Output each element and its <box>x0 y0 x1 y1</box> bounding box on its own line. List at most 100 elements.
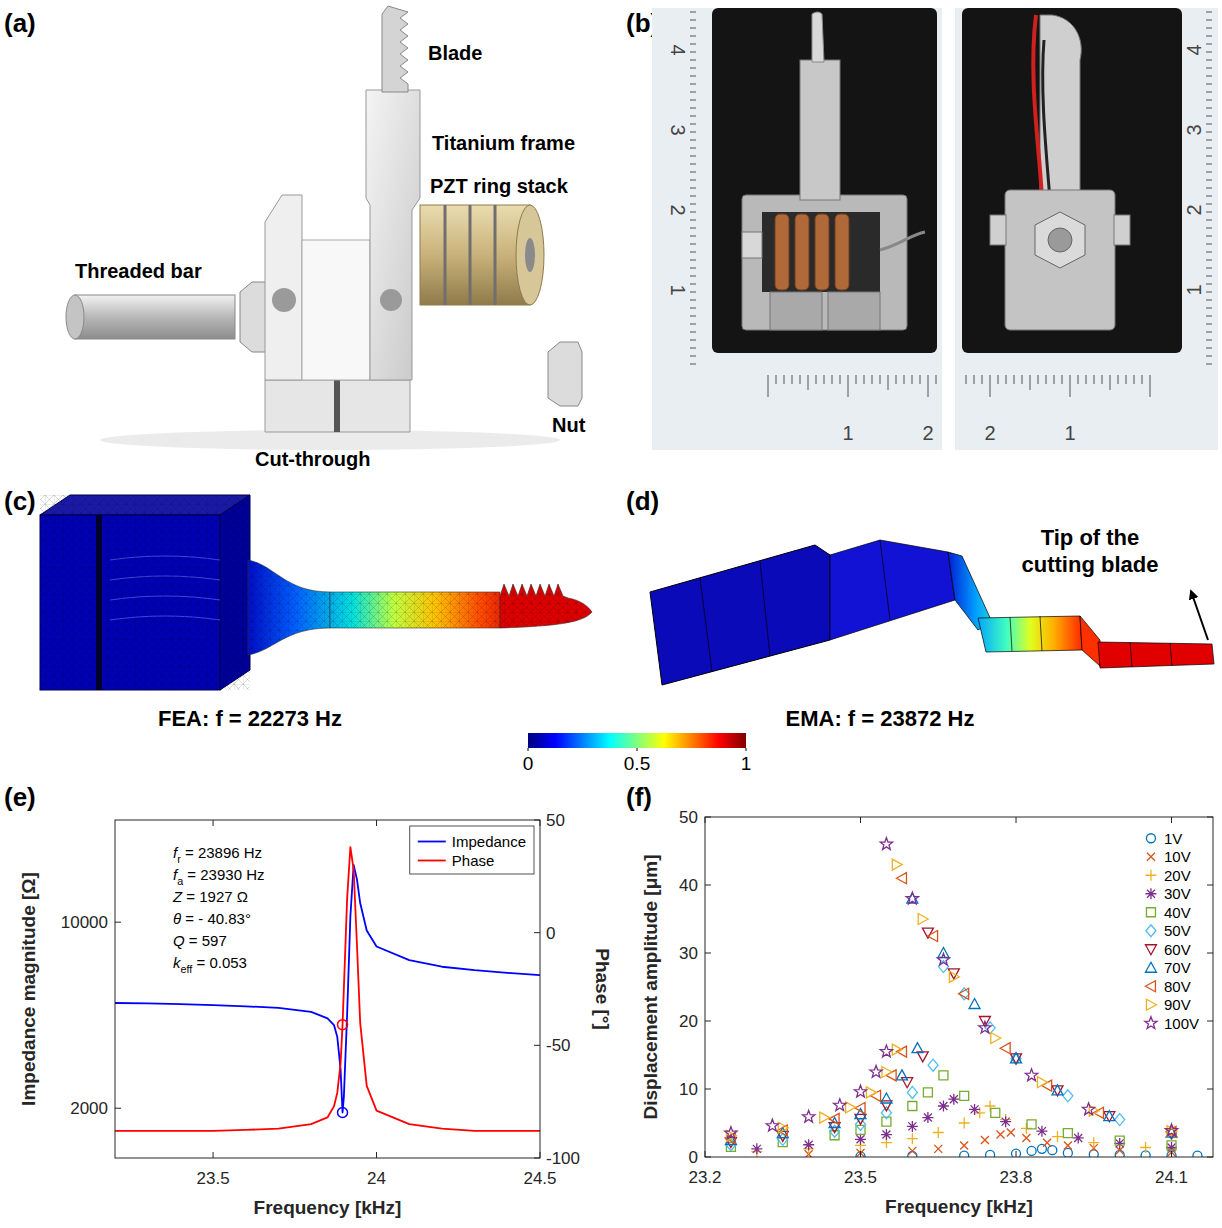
ruler-tick <box>1206 36 1212 37</box>
ruler-tick <box>690 164 696 165</box>
data-point <box>1165 1124 1177 1136</box>
ruler-tick <box>1006 375 1007 384</box>
data-point <box>1052 1086 1063 1096</box>
ruler-tick <box>690 52 696 53</box>
ruler-tick <box>1206 84 1212 85</box>
ruler-tick <box>1206 196 1212 197</box>
x-tick <box>540 1152 541 1158</box>
annotation-text: = - 40.83° <box>181 910 251 927</box>
ruler-tick <box>690 68 696 69</box>
x-tick <box>1171 817 1172 823</box>
panel-letter: (f) <box>626 782 652 812</box>
y-axis-title: Impedance magnitude [Ω] <box>18 872 39 1106</box>
ruler-tick <box>690 308 696 309</box>
data-point <box>1073 1132 1084 1143</box>
part-label: Threaded bar <box>75 260 202 282</box>
y2-tick <box>534 932 540 933</box>
data-point <box>960 1141 968 1149</box>
data-point <box>928 931 938 942</box>
annotation-symbol: θ <box>173 910 181 927</box>
data-point <box>803 1139 814 1150</box>
part-label: Cut-through <box>255 448 371 470</box>
x-tick <box>376 820 377 826</box>
ruler-number: 2 <box>667 204 689 215</box>
annotation: θ = - 40.83° <box>173 910 251 927</box>
ema-wire <box>1170 643 1172 666</box>
legend-swatch <box>1145 962 1156 972</box>
plot-area <box>705 817 1213 1157</box>
data-point <box>1027 1146 1036 1155</box>
ruler-tick <box>1206 324 1212 325</box>
x-tick-label: 24.1 <box>1155 1168 1188 1187</box>
data-point <box>855 1103 865 1114</box>
x-tick <box>1016 1151 1017 1157</box>
ruler-tick <box>690 268 696 269</box>
ruler-tick <box>690 356 696 357</box>
page: {"panel_labels": ["(a)", "(b)", "(c)", "… <box>0 0 1222 1228</box>
ema-block-top <box>830 540 955 640</box>
x-tick-label: 23.8 <box>999 1168 1032 1187</box>
part-label: Titanium frame <box>432 132 575 154</box>
data-point <box>908 1102 917 1111</box>
ruler-tick <box>690 324 696 325</box>
data-point <box>881 1107 891 1119</box>
legend-label: 90V <box>1164 996 1191 1013</box>
ruler-tick <box>690 156 696 157</box>
ruler-tick <box>690 188 696 189</box>
device-tab <box>1114 215 1130 245</box>
data-point <box>1167 1141 1176 1150</box>
ruler-tick <box>998 375 999 384</box>
data-point <box>1000 1043 1010 1054</box>
ruler-tick <box>1206 60 1212 61</box>
data-point <box>959 1118 970 1129</box>
y-tick <box>705 817 711 818</box>
ruler-number: 4 <box>1183 44 1205 55</box>
nut-right <box>548 342 582 406</box>
legend-label: 10V <box>1164 848 1191 865</box>
ruler-tick <box>690 332 696 333</box>
pzt-ring <box>775 214 789 290</box>
ruler-tick <box>1206 340 1212 341</box>
legend-label: 40V <box>1164 904 1191 921</box>
y-tick <box>1207 1089 1213 1090</box>
x-tick <box>705 1151 706 1157</box>
pzt-ring <box>795 214 809 290</box>
data-point <box>1027 1120 1036 1129</box>
colorbar-scale <box>528 733 746 748</box>
data-point <box>892 859 902 870</box>
data-point <box>1115 1114 1125 1126</box>
data-point <box>912 1043 923 1053</box>
colorbar-tick <box>637 748 638 751</box>
data-point <box>880 1045 892 1057</box>
ruler-tick <box>872 375 873 384</box>
y-tick <box>1207 1157 1213 1158</box>
data-point <box>1011 1054 1022 1064</box>
ruler-tick <box>1022 375 1023 384</box>
data-point <box>1011 1052 1021 1064</box>
series-line <box>115 847 540 1131</box>
data-point <box>881 1093 892 1103</box>
device-base <box>770 292 822 330</box>
photo-mat <box>712 8 937 353</box>
fea-mesh <box>330 592 500 628</box>
data-point <box>829 1113 839 1124</box>
device-bolt <box>1048 228 1072 252</box>
legend-swatch <box>418 841 446 843</box>
ruler-tick <box>1206 268 1212 269</box>
data-point <box>1115 1136 1124 1145</box>
ruler-tick <box>1206 100 1212 101</box>
data-point <box>969 999 980 1009</box>
threaded-bar <box>75 295 235 339</box>
data-point <box>1063 1129 1072 1138</box>
data-point <box>880 838 892 850</box>
tip-annotation-line: cutting blade <box>1022 552 1159 577</box>
part-label: Blade <box>428 42 482 64</box>
ruler-tick <box>990 375 991 397</box>
data-point <box>907 893 918 903</box>
ruler-tick <box>1206 260 1212 261</box>
data-point <box>1048 1146 1057 1155</box>
ema-wire <box>760 562 770 656</box>
frame-base <box>265 380 410 432</box>
ruler-tick <box>1086 375 1087 384</box>
ruler-tick <box>1206 188 1212 189</box>
